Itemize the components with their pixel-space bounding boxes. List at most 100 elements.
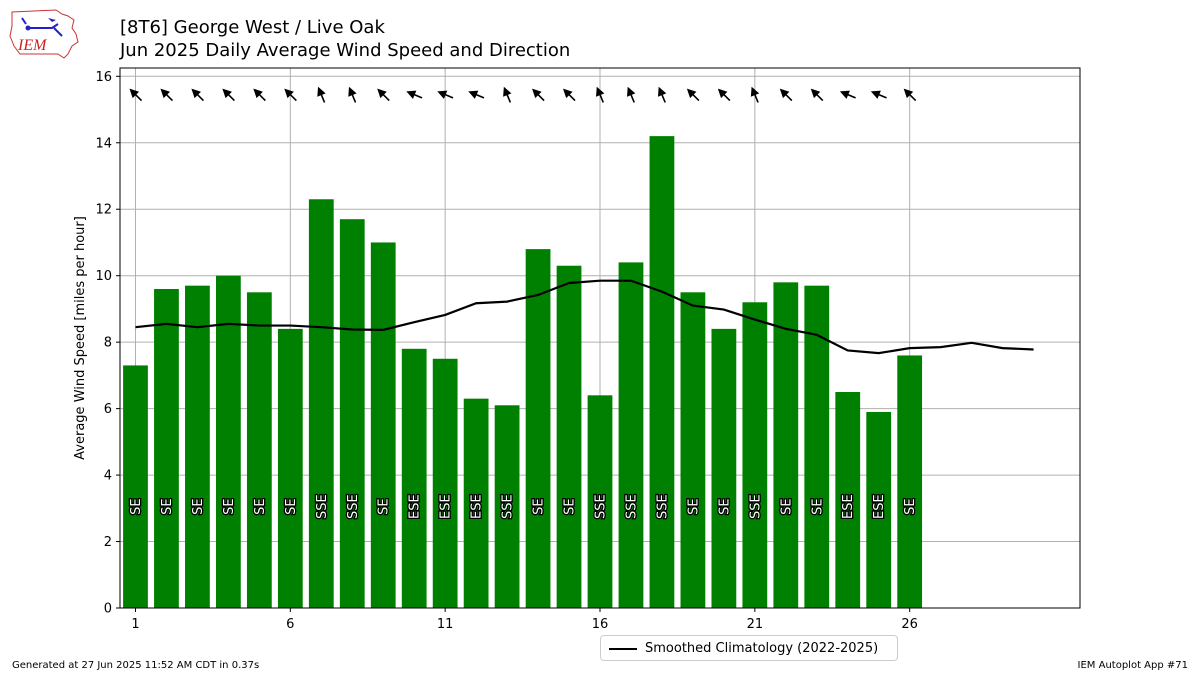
wind-arrow-head (222, 88, 232, 99)
direction-label: SE (222, 498, 237, 514)
wind-arrow-head (532, 88, 542, 99)
wind-arrow-head (686, 88, 697, 99)
wind-arrow-head (779, 88, 790, 99)
wind-arrow (563, 88, 576, 102)
wind-arrow-head (406, 90, 417, 99)
wind-arrow (253, 88, 266, 102)
bar (649, 136, 675, 608)
wind-arrow (532, 88, 545, 102)
wind-arrow-head (596, 86, 605, 97)
wind-arrow (503, 86, 512, 103)
wind-arrow-head (750, 86, 760, 97)
direction-label: SSE (346, 494, 361, 519)
wind-arrow-head (284, 88, 294, 99)
y-tick-label: 16 (95, 70, 112, 85)
direction-label: SSE (624, 494, 639, 519)
direction-label: ESE (439, 494, 454, 519)
wind-arrow-head (627, 86, 636, 97)
direction-label: SSE (315, 494, 330, 519)
bar (556, 265, 582, 608)
wind-arrow-head (503, 86, 512, 97)
wind-arrow-head (810, 88, 821, 99)
wind-arrow (627, 86, 636, 103)
direction-label: ESE (408, 494, 423, 519)
wind-arrow (839, 90, 856, 99)
x-tick-label: 26 (901, 617, 918, 632)
wind-arrow (468, 90, 485, 99)
bar (154, 288, 179, 608)
direction-label: SE (563, 498, 578, 514)
wind-arrow (596, 86, 605, 103)
direction-label: ESE (872, 494, 887, 519)
direction-label: SE (810, 498, 825, 514)
wind-arrow-head (160, 88, 170, 99)
wind-arrow (750, 86, 760, 103)
wind-arrow (779, 88, 793, 102)
y-tick-label: 8 (104, 336, 112, 351)
bar (123, 365, 148, 608)
x-tick-label: 16 (592, 617, 609, 632)
wind-arrow-head (839, 90, 850, 99)
wind-arrow (129, 88, 143, 102)
bar (185, 285, 210, 608)
direction-label: SSE (501, 494, 516, 519)
wind-arrow (810, 88, 824, 102)
legend-line-swatch (609, 648, 637, 650)
direction-label: SE (191, 498, 206, 514)
bar (773, 282, 799, 608)
wind-arrow (717, 88, 731, 102)
bar (339, 219, 365, 608)
bar (618, 262, 644, 608)
bar (401, 348, 427, 608)
wind-arrow (348, 86, 357, 103)
wind-arrow-head (317, 86, 326, 97)
direction-label: SE (160, 498, 175, 514)
direction-label: SE (779, 498, 794, 514)
wind-arrow-head (348, 86, 357, 97)
wind-arrow-head (437, 90, 448, 99)
direction-label: SE (129, 498, 144, 514)
bar (463, 398, 489, 608)
y-tick-label: 0 (104, 602, 112, 617)
bar (866, 411, 892, 608)
wind-arrow (317, 86, 326, 103)
chart-subtitle: Jun 2025 Daily Average Wind Speed and Di… (120, 40, 571, 61)
bar (587, 395, 613, 608)
direction-arrows (129, 86, 917, 103)
climatology-line-group (135, 279, 1034, 355)
wind-arrow-head (191, 88, 201, 99)
x-tick-label: 1 (131, 617, 139, 632)
y-tick-label: 14 (95, 136, 112, 151)
wind-arrow (222, 88, 235, 102)
wind-arrow-head (253, 88, 263, 99)
bar (897, 355, 923, 608)
climatology-line (135, 279, 1034, 355)
bar (432, 358, 458, 608)
y-tick-label: 10 (95, 269, 112, 284)
wind-arrow (191, 88, 204, 102)
bar (680, 292, 706, 608)
wind-arrow (406, 90, 423, 99)
wind-arrow (686, 88, 700, 102)
bar (216, 275, 241, 608)
x-tick-label: 21 (747, 617, 764, 632)
wind-arrow-head (717, 88, 728, 99)
bar (308, 199, 334, 608)
chart-title: [8T6] George West / Live Oak (120, 17, 385, 38)
bar (711, 328, 737, 608)
x-tick-label: 11 (437, 617, 454, 632)
direction-label: SE (532, 498, 547, 514)
y-axis-label: Average Wind Speed [miles per hour] (73, 216, 88, 460)
wind-arrow-head (129, 88, 140, 99)
bar (277, 328, 303, 608)
x-tick-label: 6 (286, 617, 294, 632)
legend-label: Smoothed Climatology (2022-2025) (645, 641, 879, 656)
direction-labels: SE SE SE SE SE SE SSE SSE SE ESE ESE ESE SSE SE SE SSE S… (128, 493, 920, 520)
bar (246, 292, 272, 608)
direction-label: SE (284, 498, 299, 514)
direction-label: SSE (594, 494, 609, 519)
bar (370, 242, 396, 608)
wind-arrow-head (468, 90, 479, 99)
bars (123, 136, 923, 608)
